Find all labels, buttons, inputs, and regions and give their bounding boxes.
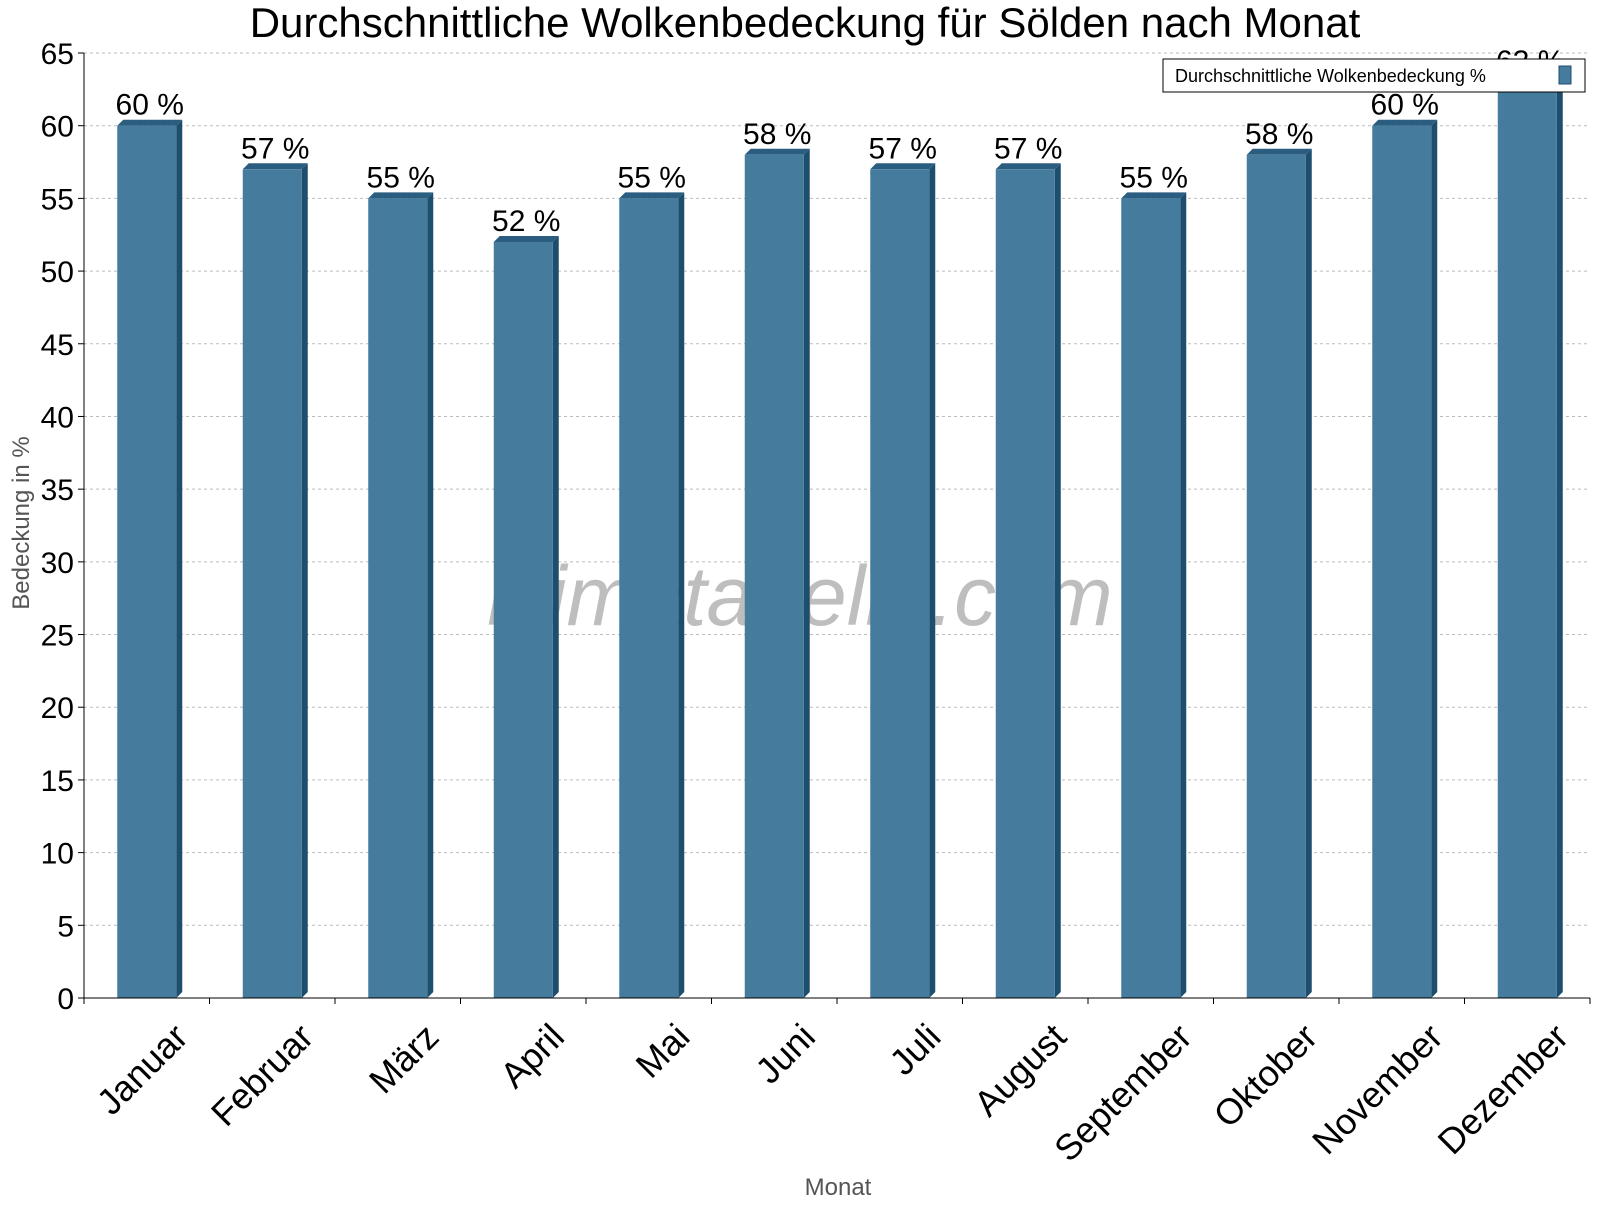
value-label: 57 % [869, 132, 937, 165]
legend: Durchschnittliche Wolkenbedeckung % [1162, 58, 1586, 93]
legend-swatch [1558, 65, 1572, 85]
bar [1497, 76, 1563, 999]
bar-top [995, 163, 1061, 170]
x-tick-label: Februar [203, 1016, 321, 1134]
y-tick-label: 35 [41, 474, 74, 507]
bar [1246, 148, 1312, 998]
x-axis-title: Monat [805, 1174, 872, 1200]
bar-side [1305, 148, 1312, 998]
bar-face [1372, 125, 1432, 998]
y-tick-label: 50 [41, 256, 74, 289]
value-label: 57 % [994, 132, 1062, 165]
y-tick-label: 25 [41, 620, 74, 653]
bar-top [368, 192, 434, 199]
bar [995, 163, 1061, 999]
y-tick-label: 60 [41, 111, 74, 144]
value-label: 55 % [1120, 161, 1188, 194]
y-tick-label: 10 [41, 838, 74, 871]
gridlines [84, 52, 1590, 926]
legend-label: Durchschnittliche Wolkenbedeckung % [1175, 66, 1486, 86]
value-labels: 60 % 57 % 55 % 52 % 55 % 58 % 57 % 57 % 55 % 58 %… [116, 45, 1565, 238]
x-tick-label: September [1046, 1016, 1200, 1170]
bar-side [552, 236, 559, 998]
bar-face [619, 198, 679, 998]
bar [368, 192, 434, 998]
bar-top [493, 236, 559, 242]
value-label: 52 % [492, 205, 560, 238]
x-tick-label: April [492, 1016, 572, 1096]
value-label: 60 % [116, 89, 184, 122]
value-label: 57 % [241, 132, 309, 165]
y-tick-label: 40 [41, 401, 74, 434]
bar [870, 163, 936, 999]
value-label: 55 % [618, 161, 686, 194]
value-label: 55 % [367, 161, 435, 194]
bar [242, 163, 308, 999]
y-tick-label: 5 [57, 910, 74, 943]
bar-face [995, 169, 1055, 999]
y-tick-label: 30 [41, 547, 74, 580]
bar-side [301, 163, 308, 999]
bar [1121, 192, 1187, 998]
bar [493, 236, 559, 998]
x-tick-labels: Januar Februar März April Mai Juni Juli AugustS… [89, 1016, 1576, 1170]
bar-face [117, 125, 177, 998]
y-axis-title: Bedeckung in % [8, 436, 35, 609]
bar-side [803, 148, 810, 998]
bar-face [242, 169, 302, 999]
bar-face [1497, 82, 1557, 999]
bar [117, 119, 183, 998]
legend-box [1162, 58, 1586, 93]
bar-top [744, 148, 810, 155]
x-tick-label: Juli [881, 1016, 948, 1083]
y-tick-label: 65 [41, 38, 74, 71]
bar-top [1121, 192, 1187, 199]
bar-face [1121, 198, 1181, 998]
bar-top [870, 163, 936, 170]
x-tick-label: Mai [627, 1016, 697, 1086]
y-tick-label: 20 [41, 692, 74, 725]
bar-face [368, 198, 428, 998]
x-tick-label: November [1304, 1016, 1450, 1162]
bar-top [117, 119, 183, 126]
bars [117, 76, 1563, 999]
bar-top [619, 192, 685, 199]
value-label: 58 % [1245, 118, 1313, 151]
value-label: 58 % [743, 118, 811, 151]
bar-side [929, 163, 936, 999]
y-tick-label: 0 [57, 983, 74, 1016]
x-tick-label: Juni [747, 1016, 823, 1092]
bar-side [1180, 192, 1187, 998]
x-tick-label: Dezember [1430, 1016, 1576, 1162]
bar-face [1246, 154, 1306, 998]
x-tick-label: März [361, 1016, 447, 1102]
x-tick-label: August [966, 1016, 1074, 1124]
bar-side [427, 192, 434, 998]
bar-face [493, 242, 553, 998]
x-tick-label: Januar [89, 1016, 196, 1123]
axes [78, 52, 1591, 1004]
bar-side [1556, 76, 1563, 999]
bar-top [1372, 119, 1438, 126]
bar-side [678, 192, 685, 998]
value-label: 60 % [1371, 89, 1439, 122]
bar-side [176, 119, 183, 998]
bar-side [1054, 163, 1061, 999]
x-tick-label: Oktober [1205, 1016, 1325, 1136]
bar-face [870, 169, 930, 999]
bar [1372, 119, 1438, 998]
bar-top [242, 163, 308, 170]
bar [744, 148, 810, 998]
y-tick-label: 55 [41, 183, 74, 216]
bar-face [744, 154, 804, 998]
y-tick-label: 15 [41, 765, 74, 798]
bar-top [1246, 148, 1312, 155]
bar [619, 192, 685, 998]
y-tick-label: 45 [41, 329, 74, 362]
bar-side [1431, 119, 1438, 998]
chart-title: Durchschnittliche Wolkenbedeckung für Sö… [250, 0, 1361, 46]
y-tick-labels: 0 5 10 15 20 25 30 35 40 45 50 55 60 65 [41, 38, 74, 1016]
